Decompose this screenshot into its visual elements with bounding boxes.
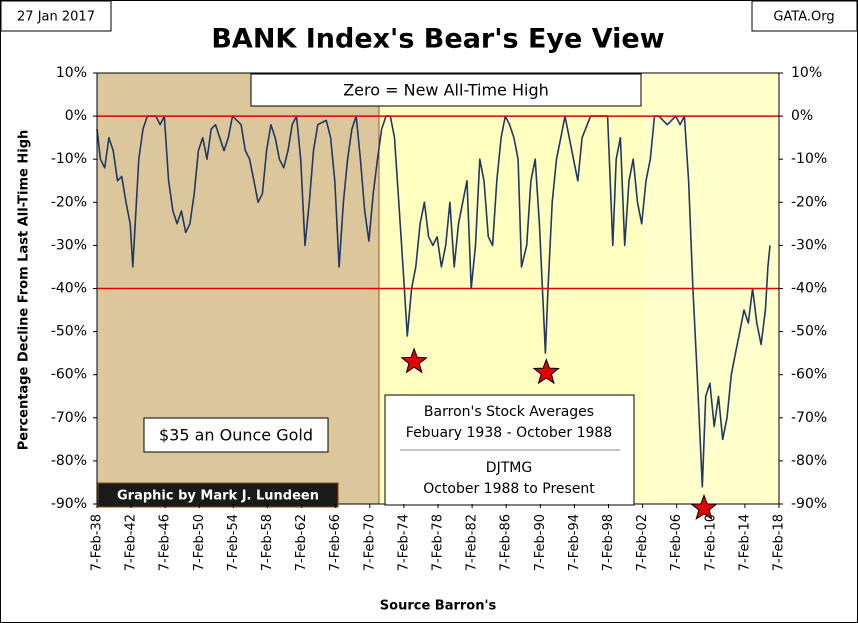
x-tick-label: 7-Feb-18 xyxy=(772,514,787,571)
star-marker xyxy=(690,493,718,520)
y-tick-label: -40% xyxy=(51,281,87,297)
x-tick-label: 7-Feb-94 xyxy=(567,514,582,571)
annotation: Zero = New All-Time High xyxy=(343,81,549,100)
credit-box xyxy=(97,482,339,508)
x-axis-label: Source Barron's xyxy=(380,599,497,614)
annotation-box xyxy=(250,73,642,107)
y2-tick-label: -50% xyxy=(791,324,827,340)
y2-tick-label: 10% xyxy=(791,65,822,81)
y-tick-label: -70% xyxy=(51,410,87,426)
source-tag: GATA.Org xyxy=(773,10,834,25)
star-marker xyxy=(400,347,428,374)
y2-tick-label: -90% xyxy=(791,496,827,512)
y-tick-label: -90% xyxy=(51,496,87,512)
source-box xyxy=(751,0,858,32)
annotation: $35 an Ounce Gold xyxy=(159,426,313,445)
y-tick-label: -10% xyxy=(51,151,87,167)
x-tick-label: 7-Feb-14 xyxy=(737,514,752,571)
x-tick-label: 7-Feb-98 xyxy=(601,514,616,571)
star-marker xyxy=(532,358,560,385)
annotation: Febuary 1938 - October 1988 xyxy=(406,425,612,441)
date-stamp: 27 Jan 2017 xyxy=(17,10,95,25)
x-tick-label: 7-Feb-86 xyxy=(499,514,514,571)
y-tick-label: -20% xyxy=(51,194,87,210)
x-tick-label: 7-Feb-10 xyxy=(703,514,718,571)
x-tick-label: 7-Feb-82 xyxy=(465,514,480,571)
x-tick-label: 7-Feb-62 xyxy=(294,514,309,571)
y-tick-label: -30% xyxy=(51,237,87,253)
y-tick-label: -60% xyxy=(51,367,87,383)
y2-tick-label: -30% xyxy=(791,237,827,253)
x-tick-label: 7-Feb-38 xyxy=(90,514,105,571)
y2-tick-label: 0% xyxy=(791,108,813,124)
y-axis-label: Percentage Decline From Last All-Time Hi… xyxy=(17,130,32,451)
x-tick-label: 7-Feb-74 xyxy=(396,514,411,571)
y-tick-label: 10% xyxy=(56,65,87,81)
x-tick-label: 7-Feb-66 xyxy=(328,514,343,571)
y2-tick-label: -70% xyxy=(791,410,827,426)
annotation: DJTMG xyxy=(486,460,532,476)
x-tick-label: 7-Feb-06 xyxy=(669,514,684,571)
annotation: October 1988 to Present xyxy=(423,481,595,497)
y-tick-label: -80% xyxy=(51,453,87,469)
x-tick-label: 7-Feb-50 xyxy=(192,514,207,571)
x-tick-label: 7-Feb-90 xyxy=(533,514,548,571)
x-tick-label: 7-Feb-78 xyxy=(431,514,446,571)
x-tick-label: 7-Feb-42 xyxy=(124,514,139,571)
y-tick-label: 0% xyxy=(65,108,87,124)
y-tick-label: -50% xyxy=(51,324,87,340)
x-tick-label: 7-Feb-58 xyxy=(260,514,275,571)
annotation-box xyxy=(143,417,329,453)
y2-tick-label: -40% xyxy=(791,281,827,297)
x-tick-label: 7-Feb-54 xyxy=(226,514,241,571)
y2-tick-label: -10% xyxy=(791,151,827,167)
plot xyxy=(96,115,779,488)
x-tick-label: 7-Feb-02 xyxy=(635,514,650,571)
x-tick-label: 7-Feb-46 xyxy=(158,514,173,571)
annotation: Barron's Stock Averages xyxy=(424,404,594,420)
y2-tick-label: -80% xyxy=(791,453,827,469)
credit: Graphic by Mark J. Lundeen xyxy=(117,489,319,504)
date-box xyxy=(0,0,112,32)
chart-title: BANK Index's Bear's Eye View xyxy=(211,24,664,55)
y2-tick-label: -60% xyxy=(791,367,827,383)
x-tick-label: 7-Feb-70 xyxy=(362,514,377,571)
y2-tick-label: -20% xyxy=(791,194,827,210)
series-line xyxy=(96,115,771,488)
